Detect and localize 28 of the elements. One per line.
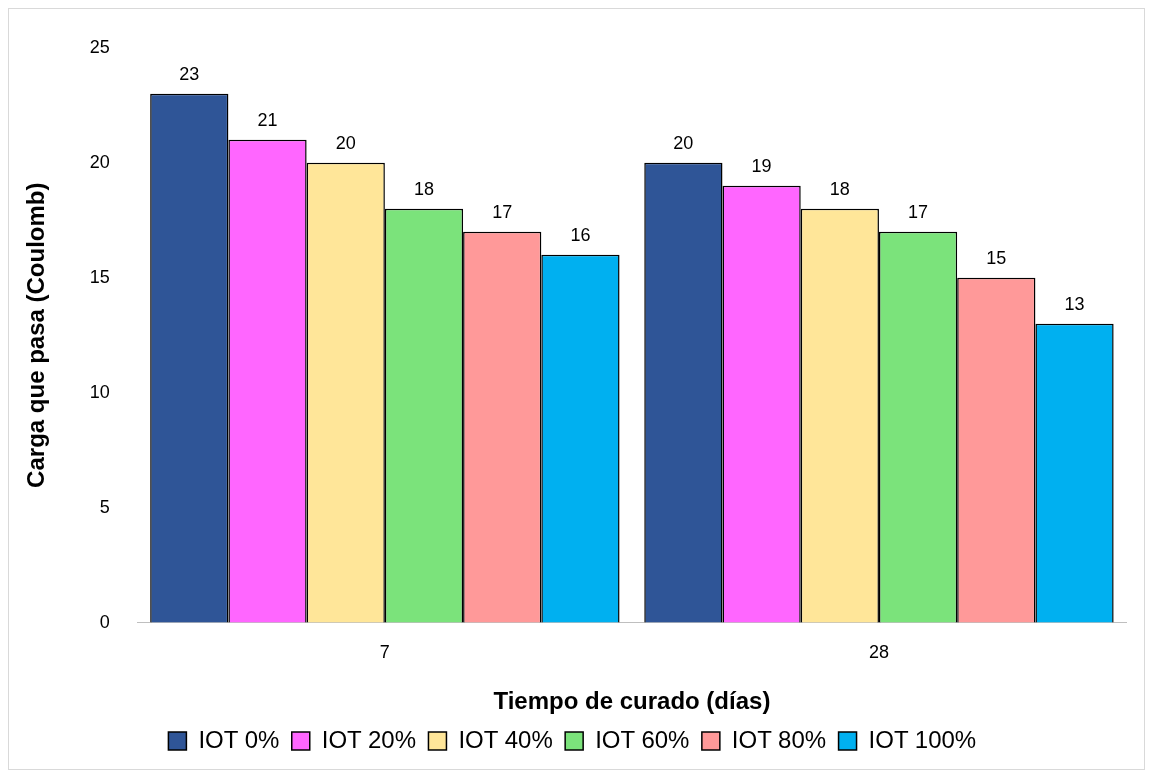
y-tick-label: 10 [89,381,110,402]
legend-label: IOT 20% [321,725,417,753]
data-label: 17 [908,201,929,222]
y-tick-label: 25 [89,36,110,57]
data-label: 20 [335,132,356,153]
data-label: 19 [751,155,772,176]
data-label: 17 [492,201,513,222]
legend-label: IOT 0% [198,725,280,753]
y-tick-label: 5 [99,496,110,517]
y-tick-label: 0 [99,611,110,632]
legend-label: IOT 60% [595,725,690,753]
y-tick-label: 20 [89,151,110,172]
data-label: 18 [829,178,850,199]
data-label: 21 [257,109,278,130]
data-label: 13 [1064,293,1085,314]
data-label: 20 [673,132,694,153]
x-axis-title: Tiempo de curado (días) [493,687,771,715]
y-axis-title: Carga que pasa (Coulomb) [22,182,50,488]
data-label: 23 [179,63,200,84]
x-tick-label: 28 [868,642,889,663]
data-label: 16 [570,224,591,245]
legend-label: IOT 80% [731,725,827,753]
y-tick-label: 15 [89,266,110,287]
data-label: 15 [986,247,1007,268]
legend-label: IOT 40% [458,725,553,753]
x-tick-label: 7 [379,642,390,663]
data-label: 18 [413,178,434,199]
legend-label: IOT 100% [868,725,977,753]
